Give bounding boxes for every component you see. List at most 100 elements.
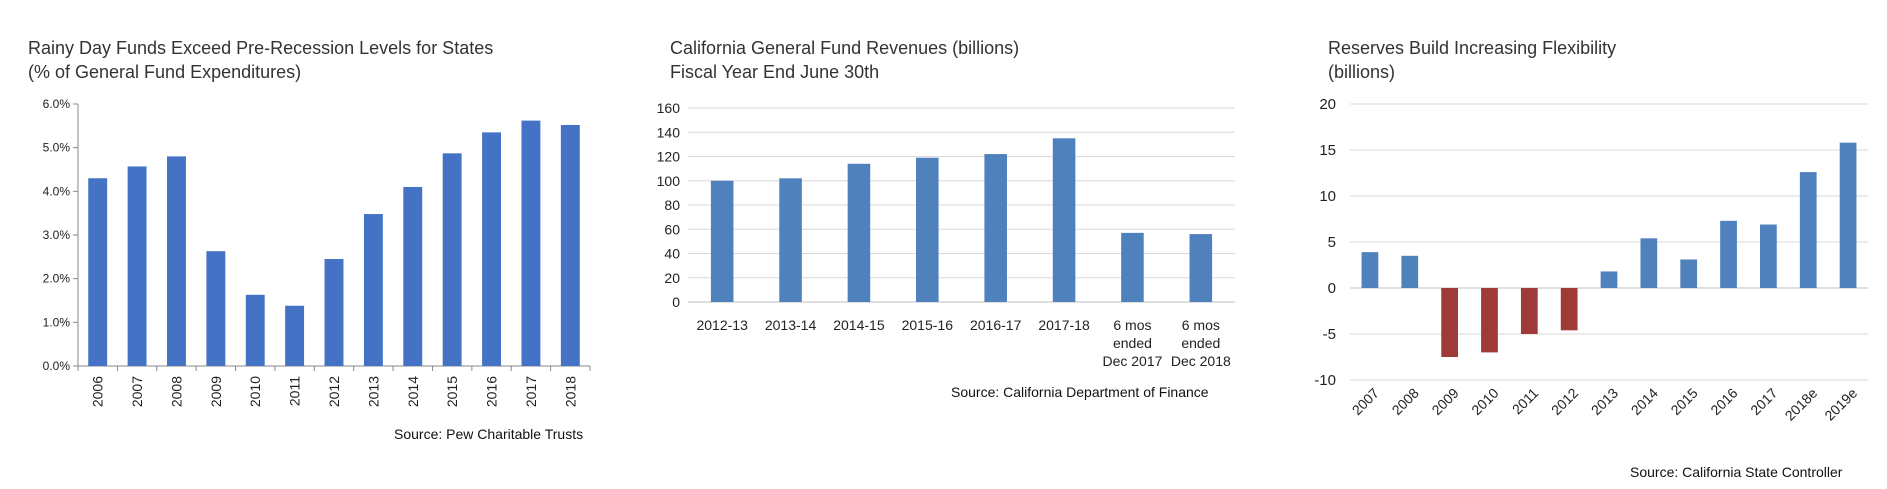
chart-title-rainy-day: Rainy Day Funds Exceed Pre-Recession Lev… (28, 38, 494, 58)
y-tick-label: 15 (1319, 142, 1336, 159)
y-tick-label: 20 (1319, 96, 1336, 113)
bar (1189, 234, 1213, 302)
bar (1481, 288, 1498, 353)
bar (442, 153, 462, 366)
bar (206, 251, 226, 366)
y-tick-label: 60 (664, 221, 680, 237)
bar (1121, 232, 1144, 302)
chart-source-rainy-day: Source: Pew Charitable Trusts (394, 426, 584, 442)
x-tick-label: 2011 (1509, 385, 1542, 418)
bar (1401, 255, 1419, 288)
x-tick-label: 2017 (523, 376, 539, 407)
x-tick-label: 2007 (1349, 385, 1382, 418)
x-tick-label: 6 mos ended Dec 2017 (1102, 317, 1162, 369)
y-tick-label: 80 (664, 197, 680, 213)
chart-subtitle-reserves: (billions) (1328, 62, 1396, 82)
chart-source-reserves: Source: California State Controller (1630, 464, 1843, 480)
chart-subtitle-ca-revenues: Fiscal Year End June 30th (670, 62, 880, 82)
y-tick-label: 100 (657, 173, 681, 189)
y-tick-label: 1.0% (43, 315, 71, 329)
x-tick-label: 2012 (1548, 385, 1581, 418)
y-tick-label: 3.0% (43, 228, 71, 242)
bar (1441, 288, 1458, 357)
x-tick-label: 2008 (1389, 385, 1422, 418)
chart-panel-reserves: Reserves Build Increasing Flexibility (b… (1300, 0, 1887, 489)
x-tick-label: 2016 (1707, 385, 1740, 418)
x-tick-label: 2012 (326, 376, 342, 407)
x-tick-label: 6 mos ended Dec 2018 (1171, 317, 1231, 369)
x-tick-label: 2009 (1428, 385, 1461, 418)
x-tick-label: 2017 (1747, 385, 1780, 418)
bar (324, 259, 344, 366)
chart-panel-rainy-day: Rainy Day Funds Exceed Pre-Recession Lev… (0, 0, 620, 489)
x-tick-label: 2016-17 (970, 317, 1022, 333)
x-tick-label: 2008 (168, 376, 184, 407)
x-tick-label: 2010 (247, 376, 263, 407)
chart-ca-revenues: 0 20 40 60 80 100 120 140 160 2012-13 2013-14 2014-… (657, 100, 1235, 369)
y-tick-label: -10 (1314, 372, 1336, 389)
y-tick-label: 4.0% (43, 184, 71, 198)
bar (1680, 259, 1698, 288)
bar (847, 163, 871, 302)
y-tick-label: 20 (664, 270, 680, 286)
x-tick-label: 2015 (1667, 385, 1700, 418)
bar (560, 124, 580, 367)
y-tick-label: 2.0% (43, 272, 71, 286)
bar (1760, 224, 1777, 288)
bar (916, 157, 939, 302)
bar (245, 294, 265, 366)
x-tick-label: 2013-14 (765, 317, 817, 333)
y-tick-label: 6.0% (43, 97, 71, 111)
x-tick-label: 2018 (562, 376, 578, 407)
bar (1600, 271, 1618, 288)
x-tick-label: 2007 (129, 376, 145, 407)
bar (1560, 288, 1578, 331)
x-tick-label: 2013 (1588, 385, 1621, 418)
x-tick-label: 2014 (405, 376, 421, 407)
bar (1799, 172, 1817, 288)
x-tick-label: 2014 (1628, 385, 1661, 418)
bar (1052, 138, 1076, 302)
chart-title-ca-revenues: California General Fund Revenues (billio… (670, 38, 1020, 58)
x-tick-label: 2017-18 (1038, 317, 1090, 333)
y-tick-label: 160 (657, 100, 681, 116)
bar (482, 132, 501, 366)
x-tick-label: 2014-15 (833, 317, 885, 333)
bar (1361, 252, 1379, 288)
chart-rainy-day: 0.0% 1.0% 2.0% 3.0% 4.0% 5.0% 6.0% 2006 2007 2008… (43, 97, 591, 407)
x-tick-label: 2018e (1782, 385, 1821, 424)
x-tick-label: 2019e (1821, 385, 1860, 424)
y-tick-label: 10 (1319, 188, 1336, 205)
bar (167, 156, 186, 366)
bar (1839, 142, 1857, 288)
bar (88, 178, 108, 366)
y-tick-label: 0 (1328, 280, 1336, 297)
bar (521, 120, 541, 367)
y-tick-label: 120 (657, 149, 681, 165)
bar (710, 180, 734, 302)
x-tick-label: 2013 (365, 376, 381, 407)
y-tick-label: 40 (664, 246, 680, 262)
x-tick-label: 2015-16 (902, 317, 954, 333)
bar (127, 166, 147, 366)
bar (1520, 288, 1538, 334)
x-tick-label: 2016 (484, 376, 500, 407)
y-tick-label: 140 (657, 124, 681, 140)
bar (779, 178, 802, 302)
bar (1640, 238, 1658, 288)
y-tick-label: 5.0% (43, 141, 71, 155)
chart-source-ca-revenues: Source: California Department of Finance (951, 384, 1209, 400)
y-tick-label: -5 (1323, 326, 1336, 343)
x-tick-label: 2015 (444, 376, 460, 407)
y-tick-label: 0.0% (43, 359, 71, 373)
chart-title-reserves: Reserves Build Increasing Flexibility (1328, 38, 1617, 58)
bar (363, 214, 383, 366)
chart-subtitle-rainy-day: (% of General Fund Expenditures) (28, 62, 302, 82)
bar (285, 305, 305, 366)
x-tick-label: 2010 (1468, 385, 1501, 418)
bar (1720, 220, 1737, 288)
bar (403, 186, 423, 366)
y-tick-label: 0 (672, 294, 680, 310)
x-tick-label: 2012-13 (696, 317, 748, 333)
